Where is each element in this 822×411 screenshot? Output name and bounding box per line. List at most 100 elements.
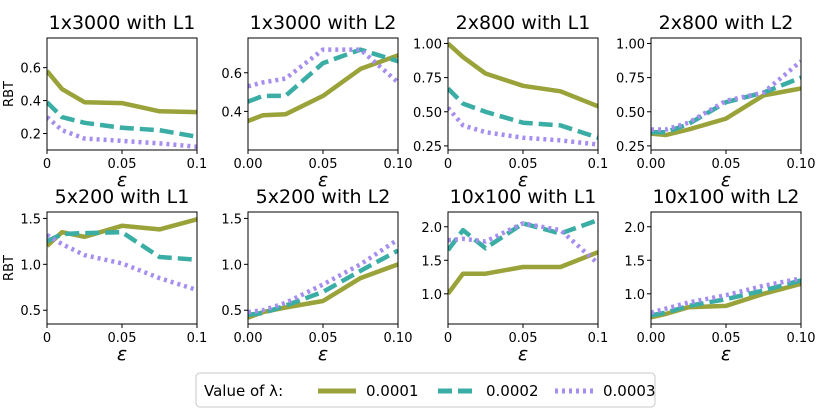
y-tick-label: 0.4 [221, 105, 242, 120]
y-tick-label: 1.00 [616, 37, 645, 52]
y-tick-label: 1.0 [421, 288, 442, 303]
x-tick-label: 0 [43, 157, 51, 172]
x-tick-label: 0.00 [637, 331, 666, 346]
series-line-0-0002 [651, 278, 801, 318]
series-line-0-0002 [248, 248, 398, 318]
y-tick-label: 2.0 [421, 221, 442, 236]
subplot-title: 1x3000 with L1 [49, 12, 196, 34]
series-group [248, 237, 398, 320]
x-tick-label: 0.05 [509, 331, 538, 346]
legend-frame [195, 372, 656, 408]
subplot-2x800-with-l2: 2x800 with L2 0.00 0.05 0.10 0.25 0.50 0.75 1.0… [616, 12, 815, 191]
x-tick-label: 0.1 [588, 331, 609, 346]
series-line-0-0003 [47, 233, 197, 293]
series-line-0-0003 [651, 276, 801, 315]
series-line-0-0001 [47, 217, 197, 248]
series-line-0-0003 [651, 59, 801, 132]
series-line-0-0001 [651, 86, 801, 138]
y-tick-label: 0.5 [20, 304, 41, 319]
subplot-title: 5x200 with L1 [55, 186, 190, 208]
series-line-0-0003 [448, 106, 598, 147]
x-tick-label: 0.10 [384, 331, 413, 346]
x-tick-label: 0.1 [588, 157, 609, 172]
x-tick-label: 0 [444, 331, 452, 346]
y-tick-label: 2.0 [624, 221, 645, 236]
y-tick-label: 1.0 [221, 258, 242, 273]
y-tick-label: 1.00 [413, 37, 442, 52]
y-tick-label: 0.5 [221, 304, 242, 319]
series-line-0-0002 [47, 100, 197, 140]
subplot-title: 10x100 with L2 [653, 186, 800, 208]
x-axis-label: ε [117, 169, 127, 191]
subplot-10x100-with-l1: 10x100 with L1 0 0.05 0.1 1.0 1.5 2.0 ε [421, 186, 608, 365]
subplot-5x200-with-l2: 5x200 with L2 0.00 0.05 0.10 0.5 1.0 1.5 ε [221, 186, 412, 365]
x-tick-label: 0.00 [234, 157, 263, 172]
x-tick-label: 0.05 [509, 157, 538, 172]
x-axis-label: ε [721, 169, 731, 191]
y-tick-label: 0.75 [413, 72, 442, 87]
axes-frame [447, 37, 599, 151]
series-group [651, 59, 801, 138]
series-line-0-0003 [448, 221, 598, 266]
series-line-0-0001 [47, 69, 197, 115]
x-tick-label: 0.05 [108, 331, 137, 346]
series-line-0-0002 [448, 86, 598, 140]
y-tick-label: 0.50 [616, 106, 645, 121]
x-tick-label: 0 [43, 331, 51, 346]
x-tick-label: 0.1 [187, 331, 208, 346]
subplot-5x200-with-l1: 5x200 with L1 0 0.05 0.1 0.5 1.0 1.5 ε RBT [2, 186, 207, 365]
series-line-0-0001 [248, 53, 398, 124]
x-axis-label: ε [117, 343, 127, 365]
y-tick-label: 1.5 [624, 254, 645, 269]
y-tick-label: 0.2 [20, 128, 41, 143]
y-tick-label: 1.5 [20, 212, 41, 227]
series-group [47, 217, 197, 293]
series-line-0-0002 [47, 229, 197, 262]
x-tick-label: 0.00 [637, 157, 666, 172]
y-tick-label: 0.6 [221, 67, 242, 82]
y-tick-label: 0.25 [413, 140, 442, 155]
y-tick-label: 0.25 [616, 140, 645, 155]
x-axis-label: ε [721, 343, 731, 365]
x-tick-label: 0.05 [712, 331, 741, 346]
legend-label-0.0003: 0.0003 [603, 382, 656, 400]
x-tick-label: 0.05 [309, 157, 338, 172]
series-line-0-0002 [248, 47, 398, 104]
subplot-1x3000-with-l1: 1x3000 with L1 0 0.05 0.1 0.2 0.4 0.6 ε RBT [2, 12, 207, 191]
y-tick-label: 1.0 [624, 288, 645, 303]
x-axis-label: ε [318, 169, 328, 191]
series-group [448, 41, 598, 147]
x-tick-label: 0.05 [108, 157, 137, 172]
legend-label-0.0001: 0.0001 [366, 382, 419, 400]
y-tick-label: 0.4 [20, 95, 41, 110]
x-axis-label: ε [518, 169, 528, 191]
subplot-title: 2x800 with L1 [456, 12, 591, 34]
series-line-0-0001 [448, 41, 598, 109]
series-line-0-0002 [448, 217, 598, 252]
x-tick-label: 0.00 [234, 331, 263, 346]
y-tick-label: 0.6 [20, 62, 41, 77]
x-axis-label: ε [318, 343, 328, 365]
axes-frame [46, 211, 198, 325]
x-tick-label: 0.10 [384, 157, 413, 172]
x-axis-label: ε [518, 343, 528, 365]
series-line-0-0001 [448, 250, 598, 296]
y-tick-label: 0.75 [616, 72, 645, 87]
x-tick-label: 0.05 [309, 331, 338, 346]
subplot-10x100-with-l2: 10x100 with L2 0.00 0.05 0.10 1.0 1.5 2.0 ε [624, 186, 815, 365]
x-tick-label: 0.05 [712, 157, 741, 172]
subplot-title: 1x3000 with L2 [250, 12, 397, 34]
subplot-2x800-with-l1: 2x800 with L1 0 0.05 0.1 0.25 0.50 0.75 1.00 ε [413, 12, 608, 191]
y-tick-label: 1.5 [421, 254, 442, 269]
x-tick-label: 0.10 [787, 331, 816, 346]
series-line-0-0003 [47, 115, 197, 149]
subplot-title: 5x200 with L2 [256, 186, 391, 208]
subplot-grid: 1x3000 with L1 0 0.05 0.1 0.2 0.4 0.6 ε RBT 1x300… [2, 12, 815, 365]
legend-label-0.0002: 0.0002 [486, 382, 539, 400]
series-group [651, 276, 801, 320]
y-axis-label: RBT [2, 81, 17, 107]
series-group [248, 47, 398, 124]
subplot-title: 2x800 with L2 [659, 12, 794, 34]
y-tick-label: 1.5 [221, 212, 242, 227]
